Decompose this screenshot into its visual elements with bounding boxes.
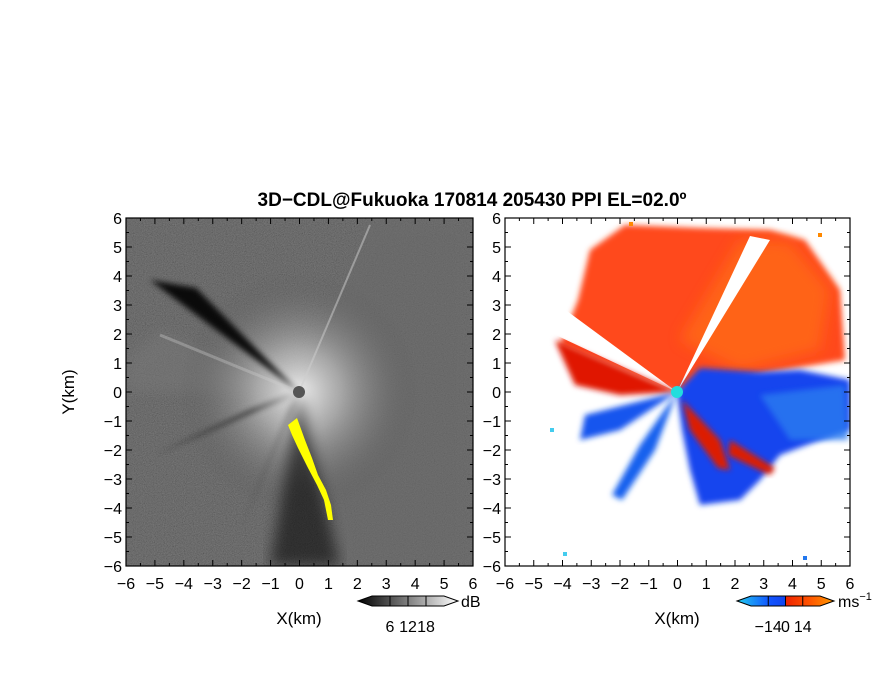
y-tick-label: 0 bbox=[492, 385, 501, 402]
x-tick-label: 0 bbox=[673, 576, 682, 593]
right-x-tick-labels: −6 −5 −4 −3 −2 −1 0 1 2 3 4 5 6 bbox=[496, 576, 855, 593]
left-x-tick-labels: −6 −5 −4 −3 −2 −1 0 1 2 3 4 5 6 bbox=[117, 576, 478, 593]
velocity-unit-exponent: −1 bbox=[859, 591, 872, 603]
x-tick-label: 3 bbox=[759, 576, 768, 593]
x-tick-label: −1 bbox=[640, 576, 658, 593]
x-tick-label: −4 bbox=[175, 576, 193, 593]
x-tick-label: 6 bbox=[846, 576, 855, 593]
velocity-unit-base: ms bbox=[838, 594, 859, 611]
x-tick-label: −3 bbox=[582, 576, 600, 593]
intensity-colorbar-unit: dB bbox=[461, 594, 481, 611]
velocity-colorbar-unit: ms−1 bbox=[838, 591, 872, 611]
x-tick-label: 1 bbox=[324, 576, 333, 593]
colorbar-tick-label: −14 bbox=[755, 619, 782, 636]
right-x-axis-label: X(km) bbox=[654, 609, 699, 628]
y-tick-label: −1 bbox=[483, 414, 501, 431]
y-tick-label: 0 bbox=[113, 385, 122, 402]
y-tick-label: 2 bbox=[492, 327, 501, 344]
y-tick-label: 6 bbox=[113, 211, 122, 228]
intensity-yellow-band bbox=[288, 418, 333, 520]
y-tick-label: −4 bbox=[104, 501, 122, 518]
y-tick-label: 4 bbox=[492, 269, 501, 286]
y-tick-label: 3 bbox=[113, 298, 122, 315]
left-y-tick-labels: −6 −5 −4 −3 −2 −1 0 1 2 3 4 5 6 bbox=[104, 211, 122, 576]
x-tick-label: −6 bbox=[496, 576, 514, 593]
lidar-site-marker-velocity bbox=[671, 386, 683, 398]
y-tick-label: 2 bbox=[113, 327, 122, 344]
x-tick-label: −6 bbox=[117, 576, 135, 593]
x-tick-label: −2 bbox=[233, 576, 251, 593]
y-tick-label: −2 bbox=[483, 443, 501, 460]
intensity-panel bbox=[125, 217, 474, 567]
x-tick-label: −5 bbox=[525, 576, 543, 593]
left-x-axis-label: X(km) bbox=[276, 609, 321, 628]
x-tick-label: 6 bbox=[469, 576, 478, 593]
x-tick-label: −4 bbox=[553, 576, 571, 593]
y-tick-label: −3 bbox=[483, 472, 501, 489]
x-tick-label: 2 bbox=[353, 576, 362, 593]
y-tick-label: 4 bbox=[113, 269, 122, 286]
figure-title: 3D−CDL@Fukuoka 170814 205430 PPI EL=02.0… bbox=[258, 190, 687, 211]
y-tick-label: 5 bbox=[492, 240, 501, 257]
x-tick-label: 4 bbox=[788, 576, 797, 593]
x-tick-label: −3 bbox=[204, 576, 222, 593]
intensity-field bbox=[126, 218, 473, 566]
colorbar-tick-label: 12 bbox=[399, 619, 417, 636]
y-tick-label: 1 bbox=[113, 356, 122, 373]
x-tick-label: 2 bbox=[731, 576, 740, 593]
colorbar-tick-label: 0 bbox=[781, 619, 790, 636]
y-tick-label: −1 bbox=[104, 414, 122, 431]
intensity-x-ticks bbox=[125, 217, 474, 567]
x-tick-label: −2 bbox=[611, 576, 629, 593]
y-tick-label: −4 bbox=[483, 501, 501, 518]
y-tick-label: 3 bbox=[492, 298, 501, 315]
x-tick-label: 0 bbox=[295, 576, 304, 593]
lidar-site-marker bbox=[293, 386, 305, 398]
y-tick-label: 1 bbox=[492, 356, 501, 373]
velocity-colorbar: −14 0 14 ms−1 bbox=[735, 591, 872, 636]
x-tick-label: 5 bbox=[817, 576, 826, 593]
x-tick-label: −1 bbox=[261, 576, 279, 593]
right-y-tick-labels: −6 −5 −4 −3 −2 −1 0 1 2 3 4 5 6 bbox=[483, 211, 501, 576]
y-tick-label: −6 bbox=[104, 559, 122, 576]
x-tick-label: 5 bbox=[440, 576, 449, 593]
y-tick-label: −5 bbox=[104, 530, 122, 547]
left-y-axis-label: Y(km) bbox=[59, 369, 78, 414]
x-tick-label: 1 bbox=[702, 576, 711, 593]
y-tick-label: −2 bbox=[104, 443, 122, 460]
colorbar-tick-label: 18 bbox=[417, 619, 435, 636]
y-tick-label: −3 bbox=[104, 472, 122, 489]
colorbar-tick-label: 14 bbox=[794, 619, 812, 636]
y-tick-label: −5 bbox=[483, 530, 501, 547]
y-tick-label: 6 bbox=[492, 211, 501, 228]
x-tick-label: 3 bbox=[382, 576, 391, 593]
y-tick-label: 5 bbox=[113, 240, 122, 257]
x-tick-label: −5 bbox=[146, 576, 164, 593]
velocity-field bbox=[505, 218, 850, 566]
x-tick-label: 4 bbox=[411, 576, 420, 593]
intensity-colorbar: 6 12 18 dB bbox=[356, 594, 481, 636]
y-tick-label: −6 bbox=[483, 559, 501, 576]
colorbar-tick-label: 6 bbox=[386, 619, 395, 636]
velocity-panel bbox=[504, 217, 851, 567]
